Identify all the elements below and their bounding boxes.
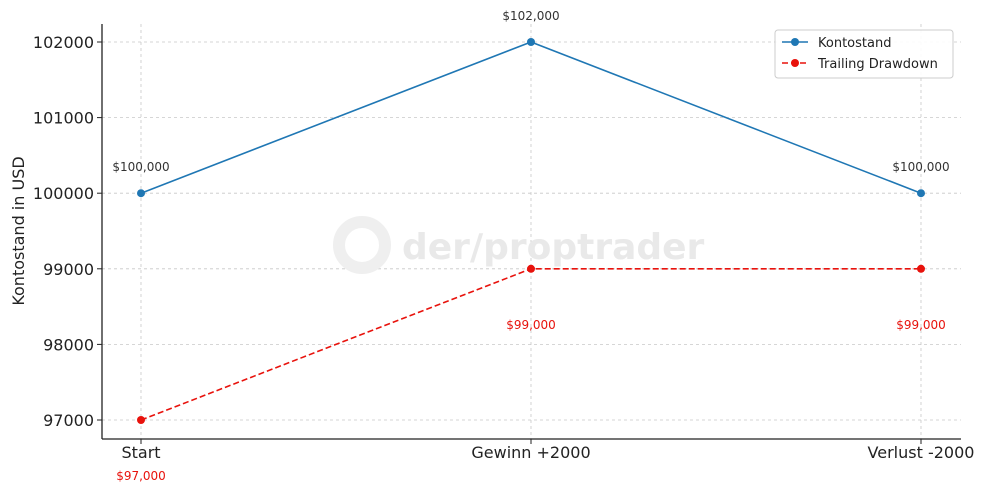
legend-marker-kontostand: [791, 38, 799, 46]
x-tick-label: Start: [121, 443, 160, 462]
data-label-trailing-drawdown: $99,000: [896, 318, 946, 332]
watermark-text: der/proptrader: [402, 227, 705, 268]
y-tick-label: 101000: [33, 109, 94, 128]
y-tick-label: 98000: [43, 335, 94, 354]
x-tick-label: Verlust -2000: [868, 443, 975, 462]
data-label-trailing-drawdown: $97,000: [116, 469, 166, 483]
legend: Kontostand Trailing Drawdown: [774, 29, 954, 79]
data-point-trailing-drawdown: [917, 264, 925, 273]
data-point-trailing-drawdown: [137, 416, 145, 424]
data-point-kontostand: [527, 38, 535, 46]
data-point-kontostand: [137, 189, 145, 198]
y-axis-title: Kontostand in USD: [9, 156, 28, 305]
legend-label-kontostand: Kontostand: [818, 36, 891, 51]
series-group: [137, 38, 925, 424]
y-tick-label: 97000: [43, 411, 94, 430]
tick-labels: 97000 98000 99000 100000 101000 102000 Start Ge…: [33, 33, 975, 462]
legend-marker-trailing-drawdown: [791, 59, 799, 67]
data-point-trailing-drawdown: [527, 264, 535, 273]
data-point-kontostand: [917, 189, 925, 198]
legend-label-trailing-drawdown: Trailing Drawdown: [817, 57, 938, 72]
data-labels: $100,000 $102,000 $100,000 $97,000 $99,000 $9…: [112, 9, 949, 483]
y-tick-label: 102000: [33, 33, 94, 52]
watermark-logo-icon: [333, 216, 391, 274]
data-label-trailing-drawdown: $99,000: [506, 318, 556, 332]
tick-marks: [97, 41, 922, 444]
watermark: der/proptrader: [333, 216, 705, 274]
x-tick-label: Gewinn +2000: [471, 443, 590, 462]
data-label-kontostand: $102,000: [502, 9, 559, 23]
data-label-kontostand: $100,000: [112, 160, 169, 174]
data-label-kontostand: $100,000: [892, 160, 949, 174]
legend-box: [774, 29, 954, 79]
y-tick-label: 100000: [33, 184, 94, 203]
y-tick-label: 99000: [43, 260, 94, 279]
